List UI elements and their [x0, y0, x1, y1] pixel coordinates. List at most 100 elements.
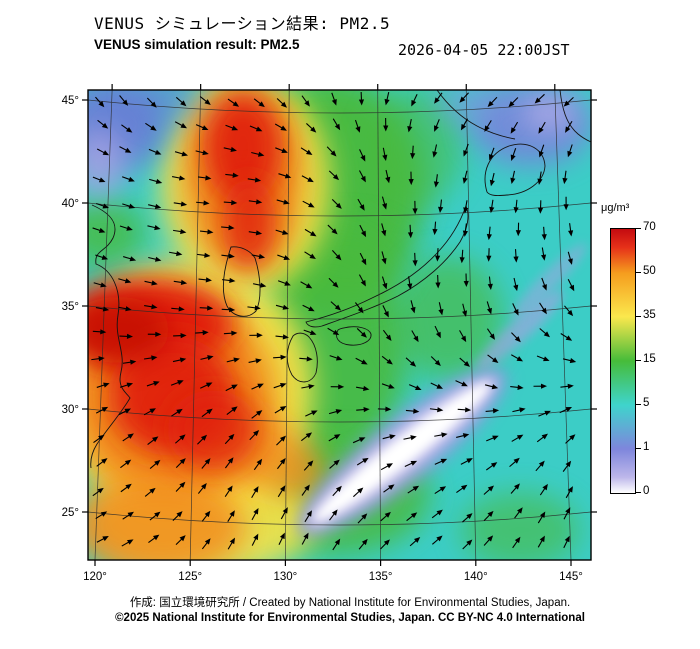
wind-arrow: [383, 117, 389, 132]
wind-arrow: [541, 226, 547, 241]
wind-arrow: [489, 172, 495, 187]
coastline-primorye: [436, 90, 516, 140]
wind-arrow: [95, 511, 108, 520]
wind-arrow: [253, 282, 267, 288]
colorbar-tick-mark: [636, 448, 641, 449]
wind-arrow: [508, 97, 519, 108]
wind-vectors: [91, 91, 577, 551]
wind-arrow: [143, 408, 156, 416]
wind-arrow: [381, 223, 387, 237]
wind-arrow: [539, 302, 547, 315]
wind-arrow: [92, 329, 107, 335]
wind-arrow: [562, 460, 572, 472]
wind-arrow: [304, 510, 313, 523]
wind-arrow: [92, 227, 106, 233]
wind-arrow: [559, 407, 573, 414]
wind-arrow: [489, 199, 495, 214]
wind-arrow: [253, 98, 265, 108]
wind-arrow: [484, 120, 492, 132]
coastline-sakhalin: [559, 90, 591, 143]
wind-arrow: [227, 98, 240, 107]
wind-arrow: [355, 357, 368, 365]
wind-arrow: [148, 148, 162, 155]
wind-arrow: [513, 277, 519, 292]
wind-arrow: [435, 248, 441, 262]
wind-arrow: [147, 436, 159, 445]
wind-arrow: [201, 458, 211, 469]
wind-arrow: [248, 358, 262, 364]
wind-arrow: [223, 200, 238, 206]
wind-arrow: [247, 305, 261, 311]
wind-arrow: [563, 196, 569, 211]
wind-arrow: [121, 124, 133, 133]
wind-arrow: [382, 147, 388, 162]
wind-arrow: [173, 279, 188, 285]
lon-tick-label: 145°: [559, 571, 583, 583]
wind-arrow: [118, 278, 132, 284]
colorbar-tick-label: 5: [643, 397, 650, 409]
wind-arrow: [431, 509, 443, 519]
wind-arrow: [301, 95, 310, 107]
wind-arrow: [221, 225, 235, 231]
wind-arrow: [381, 196, 388, 210]
wind-arrow: [96, 202, 109, 209]
wind-arrow: [327, 327, 340, 336]
title-english: VENUS simulation result: PM2.5: [94, 37, 300, 52]
colorbar-tick-mark: [636, 316, 641, 317]
wind-arrow: [302, 304, 315, 312]
wind-arrow: [277, 280, 291, 286]
wind-arrow: [513, 199, 519, 214]
wind-arrow: [249, 125, 263, 132]
wind-arrow: [168, 251, 183, 257]
wind-arrow: [274, 406, 287, 414]
colorbar-unit-label: μg/m³: [601, 202, 630, 214]
wind-arrow: [221, 307, 236, 313]
wind-arrow: [459, 330, 467, 343]
wind-arrow: [196, 200, 210, 206]
wind-arrow: [462, 223, 468, 237]
wind-arrow: [93, 434, 105, 444]
wind-arrow: [224, 485, 233, 498]
lat-tick-label: 45°: [62, 95, 79, 107]
lat-tick-label: 25°: [62, 507, 79, 519]
colorbar-tick-label: 1: [643, 441, 650, 453]
wind-arrow: [562, 170, 568, 185]
wind-arrow: [403, 435, 417, 441]
wind-arrow: [537, 200, 544, 214]
wind-arrow: [331, 249, 342, 261]
wind-arrow: [359, 224, 367, 238]
wind-arrow: [248, 199, 263, 205]
wind-arrow: [199, 229, 214, 235]
wind-arrow: [199, 305, 214, 311]
wind-arrow: [538, 121, 546, 134]
wind-arrow: [434, 458, 448, 465]
wind-arrow: [299, 356, 313, 362]
wind-arrow: [377, 406, 392, 412]
wind-arrow: [175, 458, 186, 469]
wind-arrow: [382, 329, 392, 341]
wind-arrow: [96, 536, 109, 543]
lon-tick-label: 140°: [464, 571, 488, 583]
wind-arrow: [487, 354, 499, 363]
wind-arrow: [353, 487, 364, 498]
wind-arrow: [410, 300, 416, 314]
wind-arrow: [96, 458, 108, 467]
wind-arrow: [438, 302, 444, 316]
wind-arrow: [540, 247, 547, 261]
colorbar-tick-label: 35: [643, 309, 656, 321]
wind-arrow: [249, 332, 263, 338]
wind-arrow: [276, 199, 290, 205]
wind-arrow: [301, 384, 315, 390]
wind-arrow: [488, 147, 495, 161]
wind-arrow: [121, 176, 135, 182]
wind-arrow: [195, 124, 209, 131]
wind-arrow: [118, 408, 131, 416]
wind-arrow: [455, 380, 468, 387]
wind-arrow: [301, 432, 313, 442]
wind-arrow: [512, 407, 526, 413]
wind-arrow: [332, 538, 341, 551]
wind-arrow: [277, 254, 291, 261]
timestamp: 2026-04-05 22:00JST: [398, 41, 570, 59]
pm25-field: [88, 90, 591, 560]
wind-arrow: [541, 277, 547, 291]
